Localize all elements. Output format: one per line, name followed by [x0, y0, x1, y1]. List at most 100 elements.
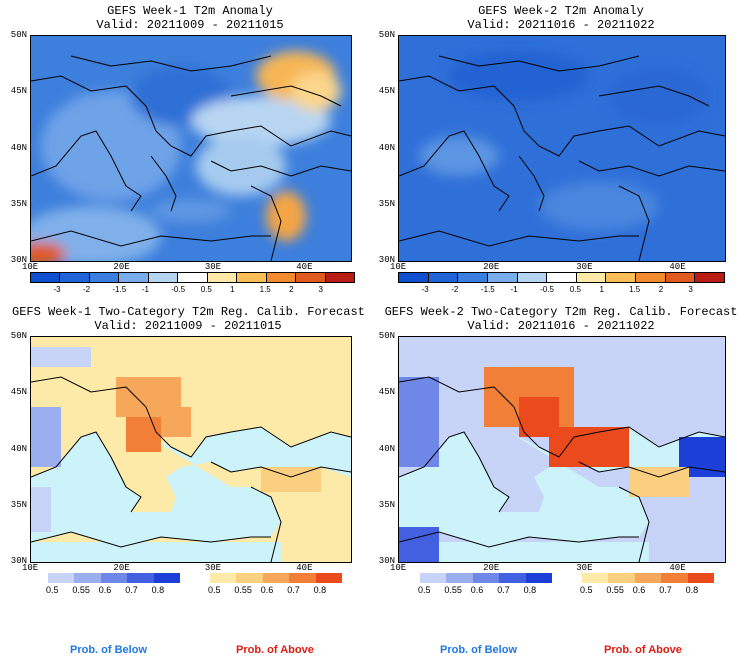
- colorbar-swatch: [177, 272, 208, 283]
- prob-colorbar-swatch: [289, 573, 316, 583]
- colorbar-label: 2: [658, 285, 664, 294]
- prob-colorbar-swatch: [153, 573, 180, 583]
- lat-label: 50N: [10, 331, 27, 341]
- lon-label: 30E: [204, 563, 222, 573]
- panel-valid-week2-anom: Valid: 20211016 - 20211022: [467, 18, 655, 32]
- caption-prob-below-left: Prob. of Below: [70, 644, 147, 656]
- colorbar-swatch: [516, 272, 548, 283]
- prob-colorbar-swatch: [608, 573, 635, 583]
- lat-label: 30N: [378, 556, 395, 566]
- prob-colorbar-label: 0.5: [580, 585, 593, 595]
- colorbar-swatch: [635, 272, 666, 283]
- prob-colorbar-label: 0.7: [497, 585, 510, 595]
- prob-colorbar-swatch: [100, 573, 128, 583]
- colorbar-swatch: [88, 272, 120, 283]
- lat-label: 45N: [378, 387, 395, 398]
- colorbar-swatch: [486, 272, 518, 283]
- lon-label: 30E: [576, 563, 593, 573]
- prob-colorbar-swatch: [420, 573, 447, 583]
- prob-colorbar-label: 0.5: [46, 585, 59, 595]
- map-week1-anomaly: [30, 35, 352, 262]
- lat-label: 50N: [378, 30, 395, 40]
- prob-colorbar-label: 0.7: [659, 585, 672, 595]
- lon-label: 40E: [296, 563, 313, 573]
- panel-valid-week1-anom: Valid: 20211009 - 20211015: [96, 18, 284, 32]
- lat-label: 35N: [378, 499, 395, 510]
- lat-label: 45N: [10, 86, 27, 97]
- colorbar-label: -1.5: [112, 285, 127, 294]
- lon-label: 10E: [22, 563, 39, 573]
- colorbar-swatch: [236, 272, 267, 283]
- prob-colorbar-swatch: [446, 573, 473, 583]
- lon-label: 20E: [483, 563, 500, 573]
- colorbar-label: 3: [318, 285, 323, 294]
- colorbar-label: -3: [53, 285, 61, 294]
- prob-colorbar-label: 0.5: [418, 585, 431, 595]
- prob-colorbar-swatch: [48, 573, 75, 583]
- colorbar-swatch: [664, 272, 696, 283]
- colorbar-label: 0.5: [200, 285, 212, 294]
- prob-colorbar-swatch: [525, 573, 552, 583]
- caption-prob-above-right: Prob. of Above: [604, 644, 682, 656]
- lat-label: 30N: [10, 255, 27, 265]
- lat-label: 40N: [378, 443, 395, 454]
- prob-colorbar-label: 0.7: [287, 585, 300, 595]
- colorbar-swatch: [295, 272, 326, 283]
- lon-label: 10E: [390, 563, 407, 573]
- colorbar-swatch: [59, 272, 90, 283]
- prob-colorbar-label: 0.6: [632, 585, 646, 595]
- colorbar-swatch: [30, 272, 61, 283]
- colorbar-label: 0.5: [569, 285, 581, 294]
- colorbar-swatch: [206, 272, 238, 283]
- lat-label: 35N: [10, 499, 27, 510]
- colorbar-swatch: [546, 272, 577, 283]
- panel-title-week1-prob: GEFS Week-1 Two-Category T2m Reg. Calib.…: [12, 305, 365, 319]
- prob-colorbar-label: 0.6: [260, 585, 274, 595]
- lon-label: 10E: [390, 262, 407, 272]
- colorbar-label: 1.5: [629, 285, 641, 294]
- panel-valid-week2-prob: Valid: 20211016 - 20211022: [467, 319, 655, 333]
- lat-label: 35N: [378, 198, 395, 209]
- prob-colorbar-label: 0.5: [208, 585, 221, 595]
- map-week1-probability: [30, 336, 352, 563]
- prob-colorbar-label: 0.55: [444, 585, 462, 595]
- lat-label: 50N: [10, 30, 27, 40]
- lat-label: 40N: [378, 142, 395, 153]
- colorbar-label: -2: [451, 285, 459, 294]
- colorbar-label: -2: [82, 285, 91, 294]
- lon-label: 20E: [483, 262, 500, 272]
- prob-colorbar-swatch: [634, 573, 662, 583]
- lon-label: 10E: [22, 262, 39, 272]
- colorbar-swatch: [147, 272, 179, 283]
- caption-prob-above-left: Prob. of Above: [236, 644, 314, 656]
- colorbar-swatch: [427, 272, 459, 283]
- colorbar-swatch: [118, 272, 149, 283]
- lat-label: 40N: [10, 443, 27, 454]
- colorbar-label: 3: [688, 285, 693, 294]
- colorbar-label: 1: [230, 285, 235, 294]
- lat-label: 45N: [378, 86, 395, 97]
- prob-colorbar-swatch: [472, 573, 500, 583]
- colorbar-label: -3: [421, 285, 429, 294]
- panel-title-week1-anom: GEFS Week-1 T2m Anomaly: [107, 4, 273, 18]
- lat-label: 30N: [10, 556, 27, 566]
- colorbar-swatch: [575, 272, 607, 283]
- prob-colorbar-label: 0.8: [523, 585, 537, 595]
- lon-label: 40E: [296, 262, 313, 272]
- colorbar-swatch: [457, 272, 488, 283]
- prob-colorbar-label: 0.7: [125, 585, 138, 595]
- colorbar-label: -1: [141, 285, 149, 294]
- colorbar-label: 1.5: [259, 285, 271, 294]
- prob-colorbar-swatch: [661, 573, 688, 583]
- colorbar-label: -0.5: [540, 285, 554, 294]
- lat-label: 50N: [378, 331, 395, 341]
- prob-colorbar-swatch: [499, 573, 526, 583]
- prob-colorbar-label: 0.55: [72, 585, 90, 595]
- prob-colorbar-swatch: [315, 573, 342, 583]
- lon-label: 30E: [204, 262, 222, 272]
- prob-colorbar-swatch: [262, 573, 290, 583]
- panel-valid-week1-prob: Valid: 20211009 - 20211015: [94, 319, 282, 333]
- prob-colorbar-swatch: [127, 573, 154, 583]
- map-week2-probability: [398, 336, 726, 563]
- colorbar-swatch: [398, 272, 429, 283]
